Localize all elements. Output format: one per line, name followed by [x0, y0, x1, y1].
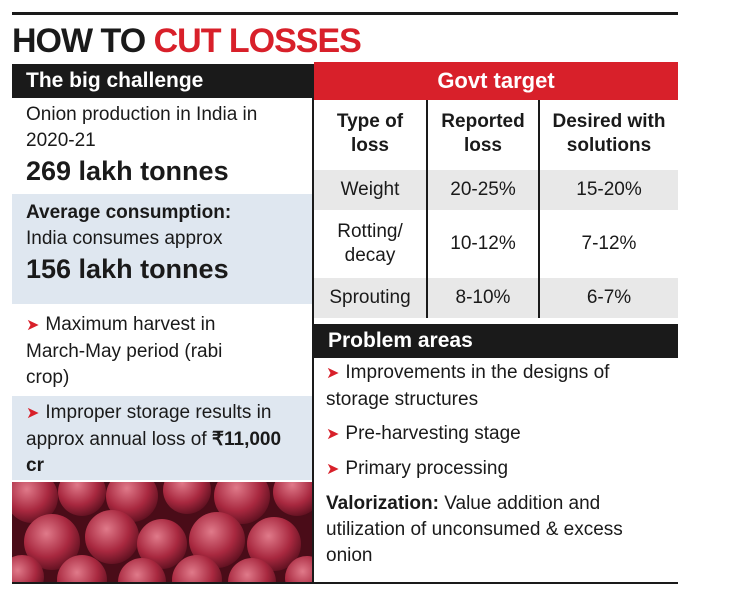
arrow-icon: ➤: [326, 426, 340, 443]
consumption-value: 156 lakh tonnes: [26, 254, 229, 284]
problem-text: Pre-harvesting stage: [345, 423, 521, 444]
problem-list: ➤ Improvements in the designs of storage …: [326, 360, 674, 569]
title-part2: CUT LOSSES: [153, 22, 362, 60]
title-part1: HOW TO: [12, 22, 146, 60]
arrow-icon: ➤: [326, 365, 340, 382]
storage-box: ➤ Improper storage results in approx annu…: [12, 396, 312, 480]
problem-item: ➤ Primary processing: [326, 456, 674, 483]
govt-heading: Govt target: [314, 62, 678, 100]
column-header: Type of loss: [336, 111, 404, 156]
row-label: Weight: [314, 170, 426, 210]
target-table: Type of loss Reported loss Desired with so…: [314, 100, 678, 320]
harvest-box: ➤ Maximum harvest in March-May period (ra…: [12, 308, 312, 394]
title: HOW TO CUT LOSSES: [12, 22, 362, 61]
consumption-text: India consumes approx: [26, 228, 223, 249]
problem-text: Improvements in the designs of storage s…: [326, 362, 610, 410]
bottom-rule: [12, 582, 678, 584]
table-cell: 7-12%: [581, 233, 637, 254]
valorization-label: Valorization:: [326, 493, 439, 514]
problem-item: ➤ Improvements in the designs of storage …: [326, 360, 674, 413]
problem-heading: Problem areas: [314, 324, 678, 358]
storage-text: Improper storage results in approx annua…: [26, 402, 272, 450]
onion-image: [12, 482, 312, 582]
table-cell: 20-25%: [428, 170, 538, 210]
production-box: Onion production in India in 2020-21 269…: [12, 100, 312, 192]
arrow-icon: ➤: [26, 405, 40, 422]
column-rule: [426, 100, 428, 318]
consumption-box: Average consumption: India consumes appr…: [12, 194, 312, 304]
row-label: Rotting/ decay: [337, 221, 403, 266]
storage-line: ➤ Improper storage results in approx annu…: [26, 400, 286, 479]
table-cell: 8-10%: [428, 278, 538, 318]
storage-value: ₹11,000 cr: [26, 429, 282, 476]
divider: [312, 64, 314, 582]
harvest-text: Maximum harvest in March-May period (rab…: [26, 314, 223, 388]
arrow-icon: ➤: [26, 317, 40, 334]
challenge-heading: The big challenge: [12, 64, 312, 98]
column-header: Desired with solutions: [552, 111, 666, 156]
production-value: 269 lakh tonnes: [26, 156, 229, 186]
problem-text: Primary processing: [345, 458, 509, 479]
row-label: Sprouting: [314, 278, 426, 318]
table-cell: 15-20%: [540, 170, 678, 210]
column-header: Reported loss: [441, 111, 525, 156]
column-rule: [538, 100, 540, 318]
table-cell: 10-12%: [450, 233, 516, 254]
production-text: Onion production in India in 2020-21: [26, 104, 258, 151]
harvest-line: ➤ Maximum harvest in March-May period (ra…: [26, 312, 266, 391]
consumption-label: Average consumption:: [26, 202, 232, 223]
problem-item: ➤ Pre-harvesting stage: [326, 421, 674, 448]
valorization: Valorization: Value addition and utiliza…: [326, 491, 656, 569]
top-rule: [12, 12, 678, 15]
table-cell: 6-7%: [540, 278, 678, 318]
valorization-text: Value addition and utilization of uncons…: [326, 493, 623, 566]
arrow-icon: ➤: [326, 461, 340, 478]
